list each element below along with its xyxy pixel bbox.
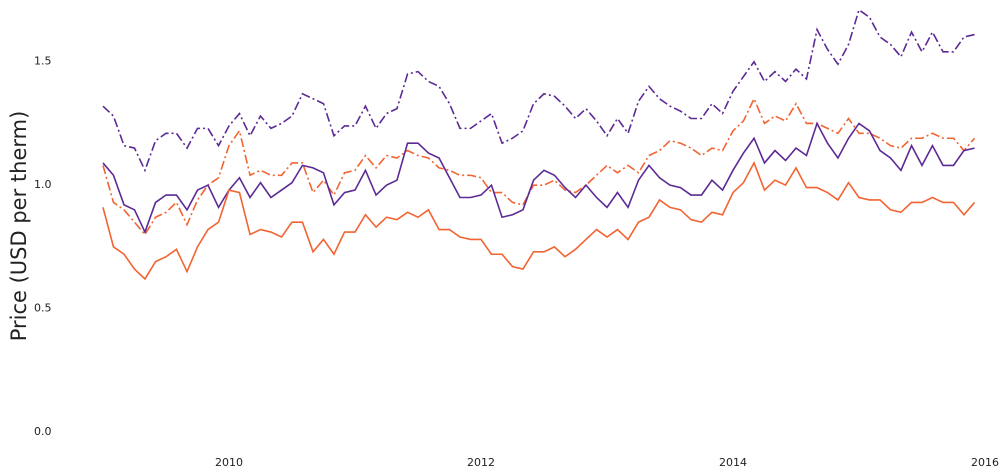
x-tick-label: 2016 bbox=[971, 456, 999, 469]
series-line bbox=[102, 96, 976, 236]
series-line bbox=[102, 121, 975, 235]
y-tick-label: 1.0 bbox=[34, 178, 52, 191]
x-tick-label: 2014 bbox=[719, 456, 747, 469]
series-line bbox=[102, 161, 976, 281]
y-tick-label: 0.0 bbox=[34, 425, 52, 438]
x-tick-label: 2010 bbox=[215, 456, 243, 469]
y-tick-label: 0.5 bbox=[34, 302, 52, 315]
y-tick-label: 1.5 bbox=[34, 55, 52, 68]
y-axis-title: Price (USD per therm) bbox=[7, 111, 31, 342]
x-tick-label: 2012 bbox=[467, 456, 495, 469]
